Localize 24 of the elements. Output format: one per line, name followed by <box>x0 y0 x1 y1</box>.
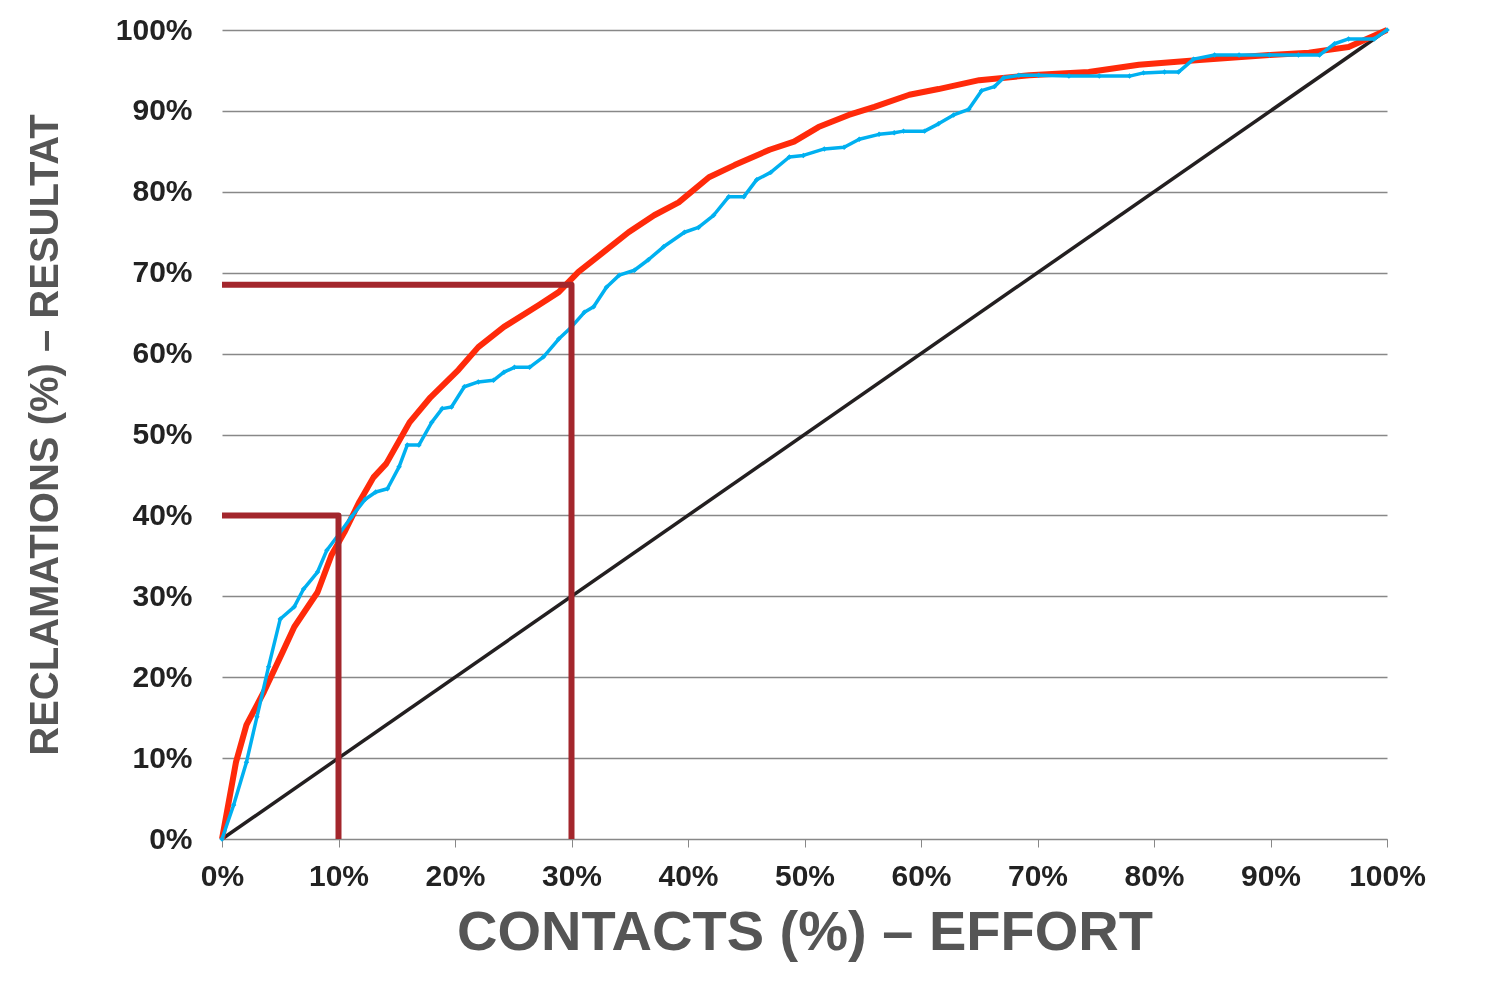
y-tick-label: 10% <box>132 740 193 774</box>
x-tick-label: 80% <box>1124 858 1185 892</box>
y-tick-label: 60% <box>132 336 193 370</box>
y-tick-label: 20% <box>132 659 193 693</box>
y-tick-label: 40% <box>132 497 193 531</box>
x-tick-label: 20% <box>425 858 486 892</box>
x-tick-label: 0% <box>200 858 245 892</box>
x-tick-label: 40% <box>658 858 719 892</box>
x-tick-label: 70% <box>1007 858 1069 892</box>
x-tick-label: 60% <box>891 858 952 892</box>
y-tick-label: 50% <box>132 417 193 450</box>
x-tick-label: 30% <box>541 858 603 892</box>
y-tick-label: 30% <box>132 578 193 612</box>
y-tick-label: 80% <box>132 174 193 208</box>
x-axis-title: CONTACTS (%) – EFFORT <box>457 898 1153 962</box>
x-tick-label: 90% <box>1240 858 1302 892</box>
y-tick-label: 0% <box>149 821 193 855</box>
y-tick-label: 90% <box>132 93 193 127</box>
y-axis-title: RECLAMATIONS (%) – RESULTAT <box>21 114 66 756</box>
x-tick-label: 50% <box>774 858 836 892</box>
y-tick-label: 100% <box>115 12 193 46</box>
y-tick-label: 70% <box>132 255 193 289</box>
x-tick-label: 10% <box>308 858 370 892</box>
x-tick-label: 100% <box>1349 858 1426 892</box>
